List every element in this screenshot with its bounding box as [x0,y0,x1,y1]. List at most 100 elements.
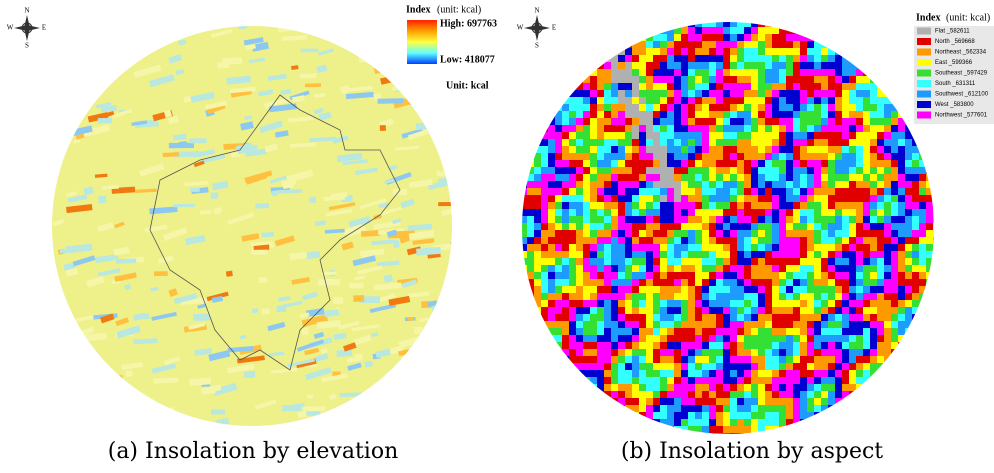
aspect-cell [625,335,632,342]
aspect-cell [667,188,674,195]
aspect-cell [534,349,541,356]
aspect-cell [534,265,541,272]
aspect-cell [821,328,828,335]
aspect-cell [702,209,709,216]
aspect-cell [618,48,625,55]
aspect-cell [688,146,695,153]
aspect-cell [926,279,933,286]
aspect-cell [821,391,828,398]
aspect-cell [639,174,646,181]
aspect-cell [737,237,744,244]
aspect-cell [597,314,604,321]
aspect-cell [695,34,702,41]
aspect-cell [912,293,919,300]
terrain-cell [394,78,422,92]
aspect-cell [905,293,912,300]
aspect-cell [751,41,758,48]
aspect-cell [716,335,723,342]
aspect-cell [569,293,576,300]
aspect-cell [807,349,814,356]
aspect-cell [779,188,786,195]
aspect-cell [891,258,898,265]
aspect-cell [765,160,772,167]
aspect-cell [632,41,639,48]
aspect-cell [912,342,919,349]
aspect-cell [660,426,667,433]
aspect-cell [828,223,835,230]
aspect-cell [653,195,660,202]
aspect-cell [758,244,765,251]
aspect-cell [646,132,653,139]
aspect-cell [709,265,716,272]
aspect-cell [793,405,800,412]
aspect-cell [716,195,723,202]
aspect-cell [807,377,814,384]
aspect-cell [912,244,919,251]
aspect-cell [695,349,702,356]
aspect-cell [583,433,590,440]
aspect-cell [884,293,891,300]
aspect-cell [807,90,814,97]
aspect-cell [919,174,926,181]
aspect-cell [541,181,548,188]
aspect-cell [583,391,590,398]
aspect-cell [835,370,842,377]
aspect-cell [765,223,772,230]
aspect-cell [653,349,660,356]
aspect-cell [793,419,800,426]
aspect-cell [849,293,856,300]
aspect-cell [786,62,793,69]
aspect-cell [632,370,639,377]
aspect-cell [835,384,842,391]
aspect-cell [653,83,660,90]
aspect-cell [695,48,702,55]
terrain-cell [98,196,106,203]
aspect-cell [632,62,639,69]
aspect-cell [702,244,709,251]
aspect-cell [821,265,828,272]
aspect-cell [758,132,765,139]
aspect-cell [562,83,569,90]
aspect-cell [870,363,877,370]
aspect-cell [905,412,912,419]
aspect-cell [912,195,919,202]
aspect-cell [681,83,688,90]
aspect-cell [639,76,646,83]
aspect-cell [856,111,863,118]
aspect-cell [765,363,772,370]
aspect-cell [688,279,695,286]
aspect-cell [905,104,912,111]
aspect-cell [751,412,758,419]
aspect-cell [597,62,604,69]
aspect-cell [814,132,821,139]
aspect-cell [639,216,646,223]
aspect-cell [611,412,618,419]
aspect-cell [548,83,555,90]
aspect-cell [877,223,884,230]
aspect-cell [716,209,723,216]
aspect-cell [632,412,639,419]
aspect-cell [723,258,730,265]
aspect-cell [702,237,709,244]
aspect-cell [660,202,667,209]
aspect-cell [527,419,534,426]
terrain-cell [116,258,136,263]
aspect-cell [933,377,940,384]
aspect-cell [604,34,611,41]
aspect-cell [779,195,786,202]
aspect-cell [765,391,772,398]
aspect-cell [534,377,541,384]
aspect-cell [877,195,884,202]
aspect-cell [653,111,660,118]
aspect-cell [555,321,562,328]
aspect-cell [800,426,807,433]
aspect-cell [737,139,744,146]
aspect-cell [856,160,863,167]
aspect-cell [751,391,758,398]
aspect-cell [828,258,835,265]
aspect-cell [786,237,793,244]
aspect-cell [905,398,912,405]
aspect-cell [534,300,541,307]
aspect-cell [786,370,793,377]
aspect-cell [618,342,625,349]
